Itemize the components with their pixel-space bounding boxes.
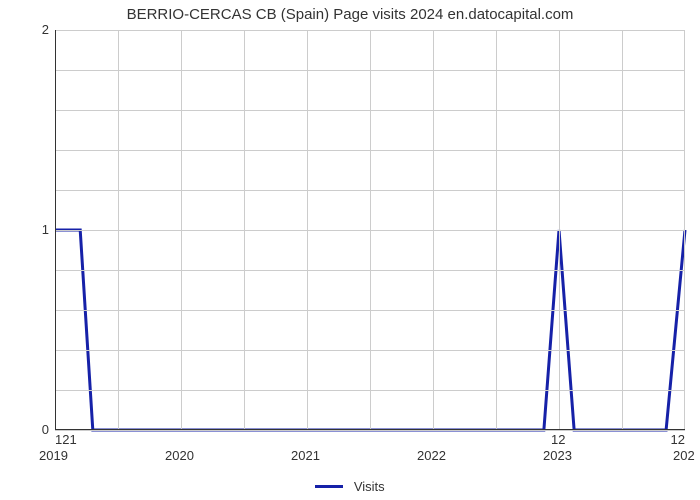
chart-title: BERRIO-CERCAS CB (Spain) Page visits 202…: [0, 6, 700, 23]
x-tick-label: 2020: [165, 448, 194, 463]
gridline: [307, 30, 308, 430]
legend: Visits: [0, 478, 700, 496]
x-tick-label: 202: [673, 448, 695, 463]
x-tick-label: 2019: [39, 448, 68, 463]
x-tick-label: 2022: [417, 448, 446, 463]
point-label: 12: [551, 432, 565, 447]
y-tick-label: 2: [42, 22, 49, 37]
gridline: [433, 30, 434, 430]
gridline: [622, 30, 623, 430]
chart-container: BERRIO-CERCAS CB (Spain) Page visits 202…: [0, 0, 700, 500]
gridline: [244, 30, 245, 430]
gridline: [181, 30, 182, 430]
point-label: 12: [671, 432, 685, 447]
gridline: [370, 30, 371, 430]
x-tick-label: 2021: [291, 448, 320, 463]
y-tick-label: 1: [42, 222, 49, 237]
gridline: [684, 30, 685, 430]
gridline: [55, 429, 685, 430]
gridline: [118, 30, 119, 430]
legend-swatch: [315, 485, 343, 488]
point-label: 121: [55, 432, 77, 447]
gridline: [55, 30, 56, 430]
gridline: [55, 430, 685, 431]
x-tick-label: 2023: [543, 448, 572, 463]
gridline: [496, 30, 497, 430]
legend-label: Visits: [354, 479, 385, 494]
y-tick-label: 0: [42, 422, 49, 437]
gridline: [559, 30, 560, 430]
plot-area: [55, 30, 685, 430]
